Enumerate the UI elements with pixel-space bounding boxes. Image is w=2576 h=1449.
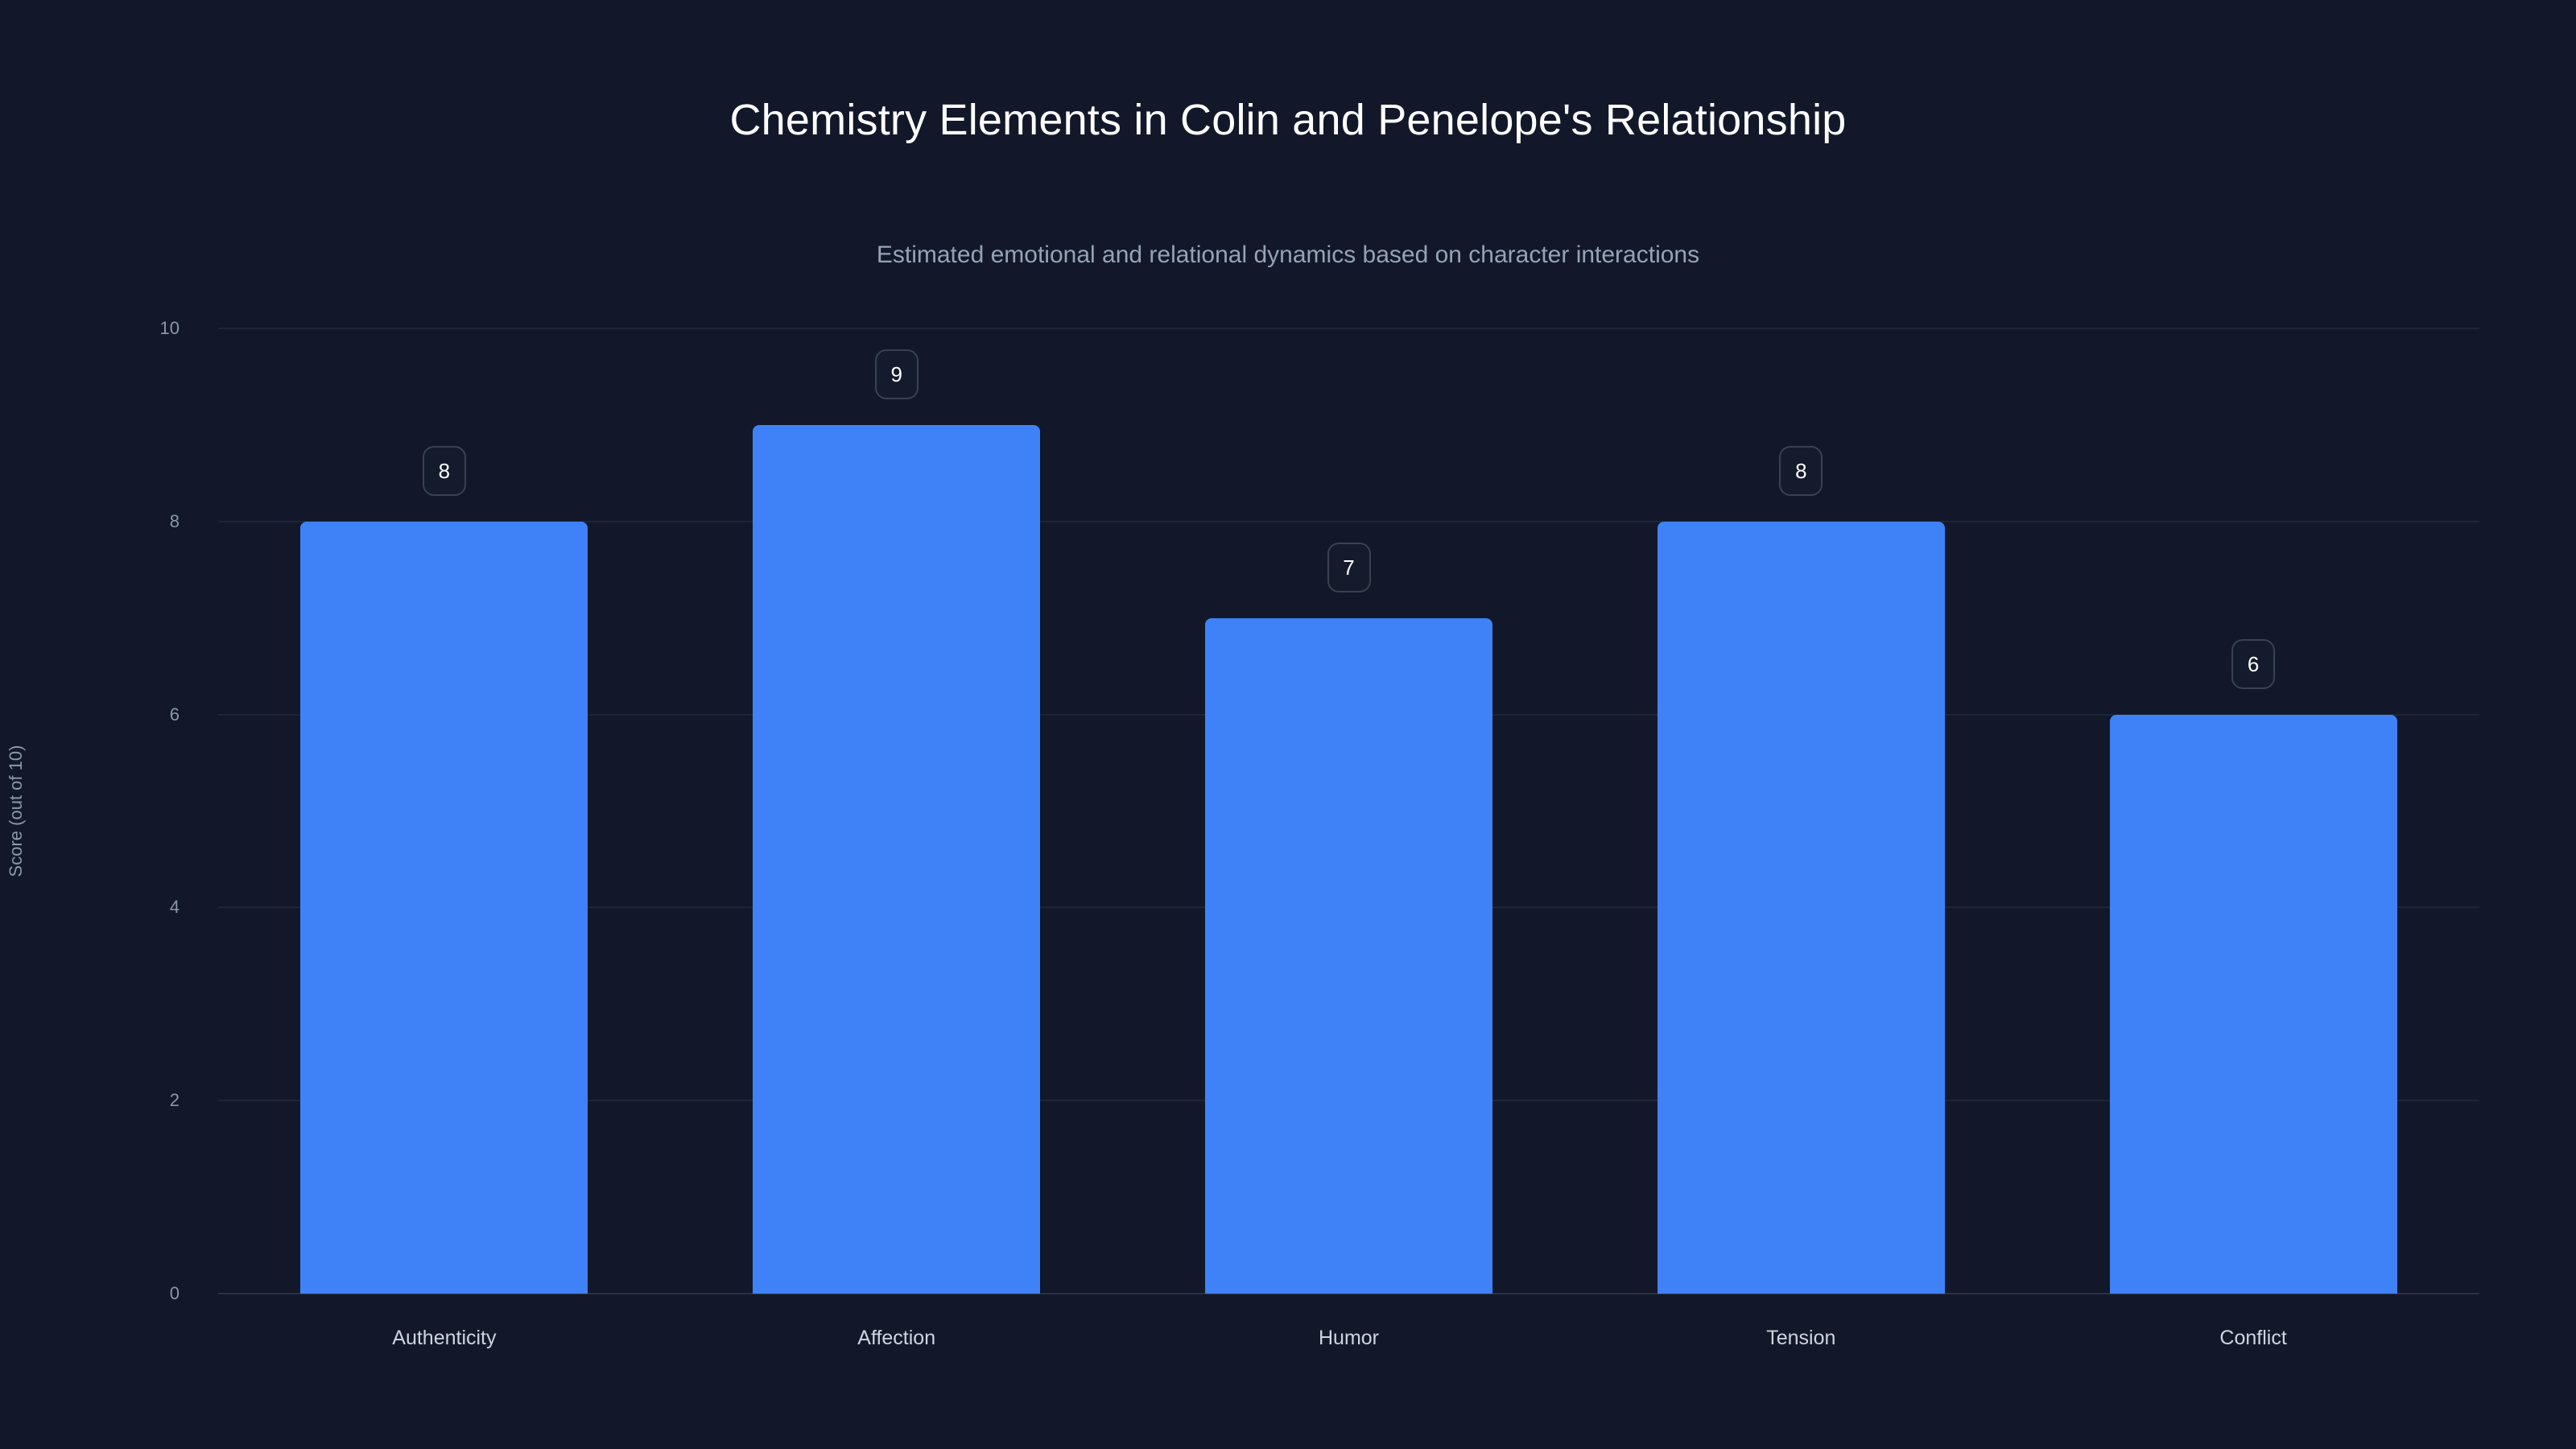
bars-layer xyxy=(218,328,2479,1294)
y-tick-label-8: 8 xyxy=(169,510,180,531)
chart-subtitle: Estimated emotional and relational dynam… xyxy=(876,242,1700,268)
bar[interactable] xyxy=(300,521,588,1294)
y-tick-label-2: 2 xyxy=(169,1090,180,1111)
gridline-10 xyxy=(218,328,2479,329)
bar-value-label: 7 xyxy=(1327,542,1371,592)
x-axis-category-label: Conflict xyxy=(2219,1327,2287,1349)
x-axis-category-label: Authenticity xyxy=(392,1327,497,1349)
bar[interactable] xyxy=(1657,521,1945,1294)
bar[interactable] xyxy=(2109,714,2397,1294)
bar-value-label: 9 xyxy=(874,349,919,399)
bar-value-label: 8 xyxy=(422,445,466,496)
y-tick-label-0: 0 xyxy=(169,1283,180,1303)
bar-value-label: 8 xyxy=(1779,445,1823,496)
y-axis-tick-labels: 0 2 4 6 8 10 xyxy=(0,320,197,1302)
bar-value-label: 6 xyxy=(2231,638,2276,689)
y-tick-label-6: 6 xyxy=(169,704,180,724)
bar[interactable] xyxy=(1205,617,1492,1294)
chart-title: Chemistry Elements in Colin and Penelope… xyxy=(729,96,1847,144)
gridline-8 xyxy=(218,520,2479,522)
x-axis-category-label: Humor xyxy=(1318,1327,1380,1349)
bar[interactable] xyxy=(753,424,1041,1294)
y-tick-label-4: 4 xyxy=(169,897,180,918)
y-tick-label-10: 10 xyxy=(159,318,180,338)
x-axis-category-label: Affection xyxy=(857,1327,936,1349)
x-axis-category-label: Tension xyxy=(1766,1327,1836,1349)
gridline-0 xyxy=(218,1293,2479,1294)
